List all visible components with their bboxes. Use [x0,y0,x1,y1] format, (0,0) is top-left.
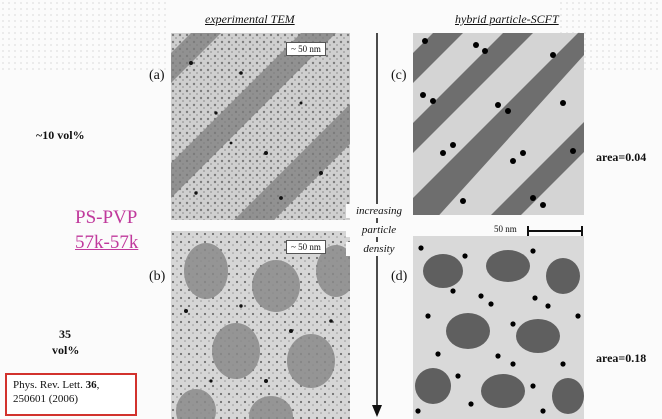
citation-line-1: Phys. Rev. Lett. 36, [13,378,129,392]
panel-label-a: (a) [149,68,165,83]
panel-label-d: (d) [391,269,408,284]
scft-image-bottom [413,236,584,419]
scft-scale-bar [527,230,583,232]
arrow-text-particle: particle [346,223,412,237]
panel-label-c: (c) [391,68,407,83]
citation-volume: 36 [85,379,97,391]
citation-comma: , [96,379,100,391]
volume-label-bottom-number: 35 [59,327,71,341]
material-label: PS-PVP 57k-57k [75,205,138,255]
scft-scale-bar-tick-right [581,226,583,236]
scale-tag-top: ~ 50 nm [286,42,326,56]
tem-image-bottom [171,231,350,419]
header-hybrid-scft: hybrid particle-SCFT [455,12,559,26]
scft-scale-label: 50 nm [494,224,517,234]
citation-journal: Phys. Rev. Lett. [13,379,86,391]
arrow-text-increasing: increasing [346,204,412,218]
citation-box: Phys. Rev. Lett. 36, 250601 (2006) [5,373,137,416]
scft-scale-bar-tick-left [527,226,529,236]
scale-tag-bottom: ~ 50 nm [286,240,326,254]
area-label-bottom: area=0.18 [596,351,647,365]
background-pattern [0,0,662,70]
scft-image-top [413,33,584,215]
citation-line-2: 250601 (2006) [13,393,79,405]
area-label-top: area=0.04 [596,150,647,164]
material-molecular-weight: 57k-57k [75,232,139,253]
arrow-text-density: density [346,242,412,256]
tem-image-top [171,33,350,220]
panel-label-b: (b) [149,269,166,284]
header-experimental-tem: experimental TEM [205,12,295,26]
material-name: PS-PVP [75,207,138,228]
volume-label-bottom-unit: vol% [52,343,80,357]
density-arrow [372,33,382,417]
volume-label-top: ~10 vol% [36,128,85,142]
